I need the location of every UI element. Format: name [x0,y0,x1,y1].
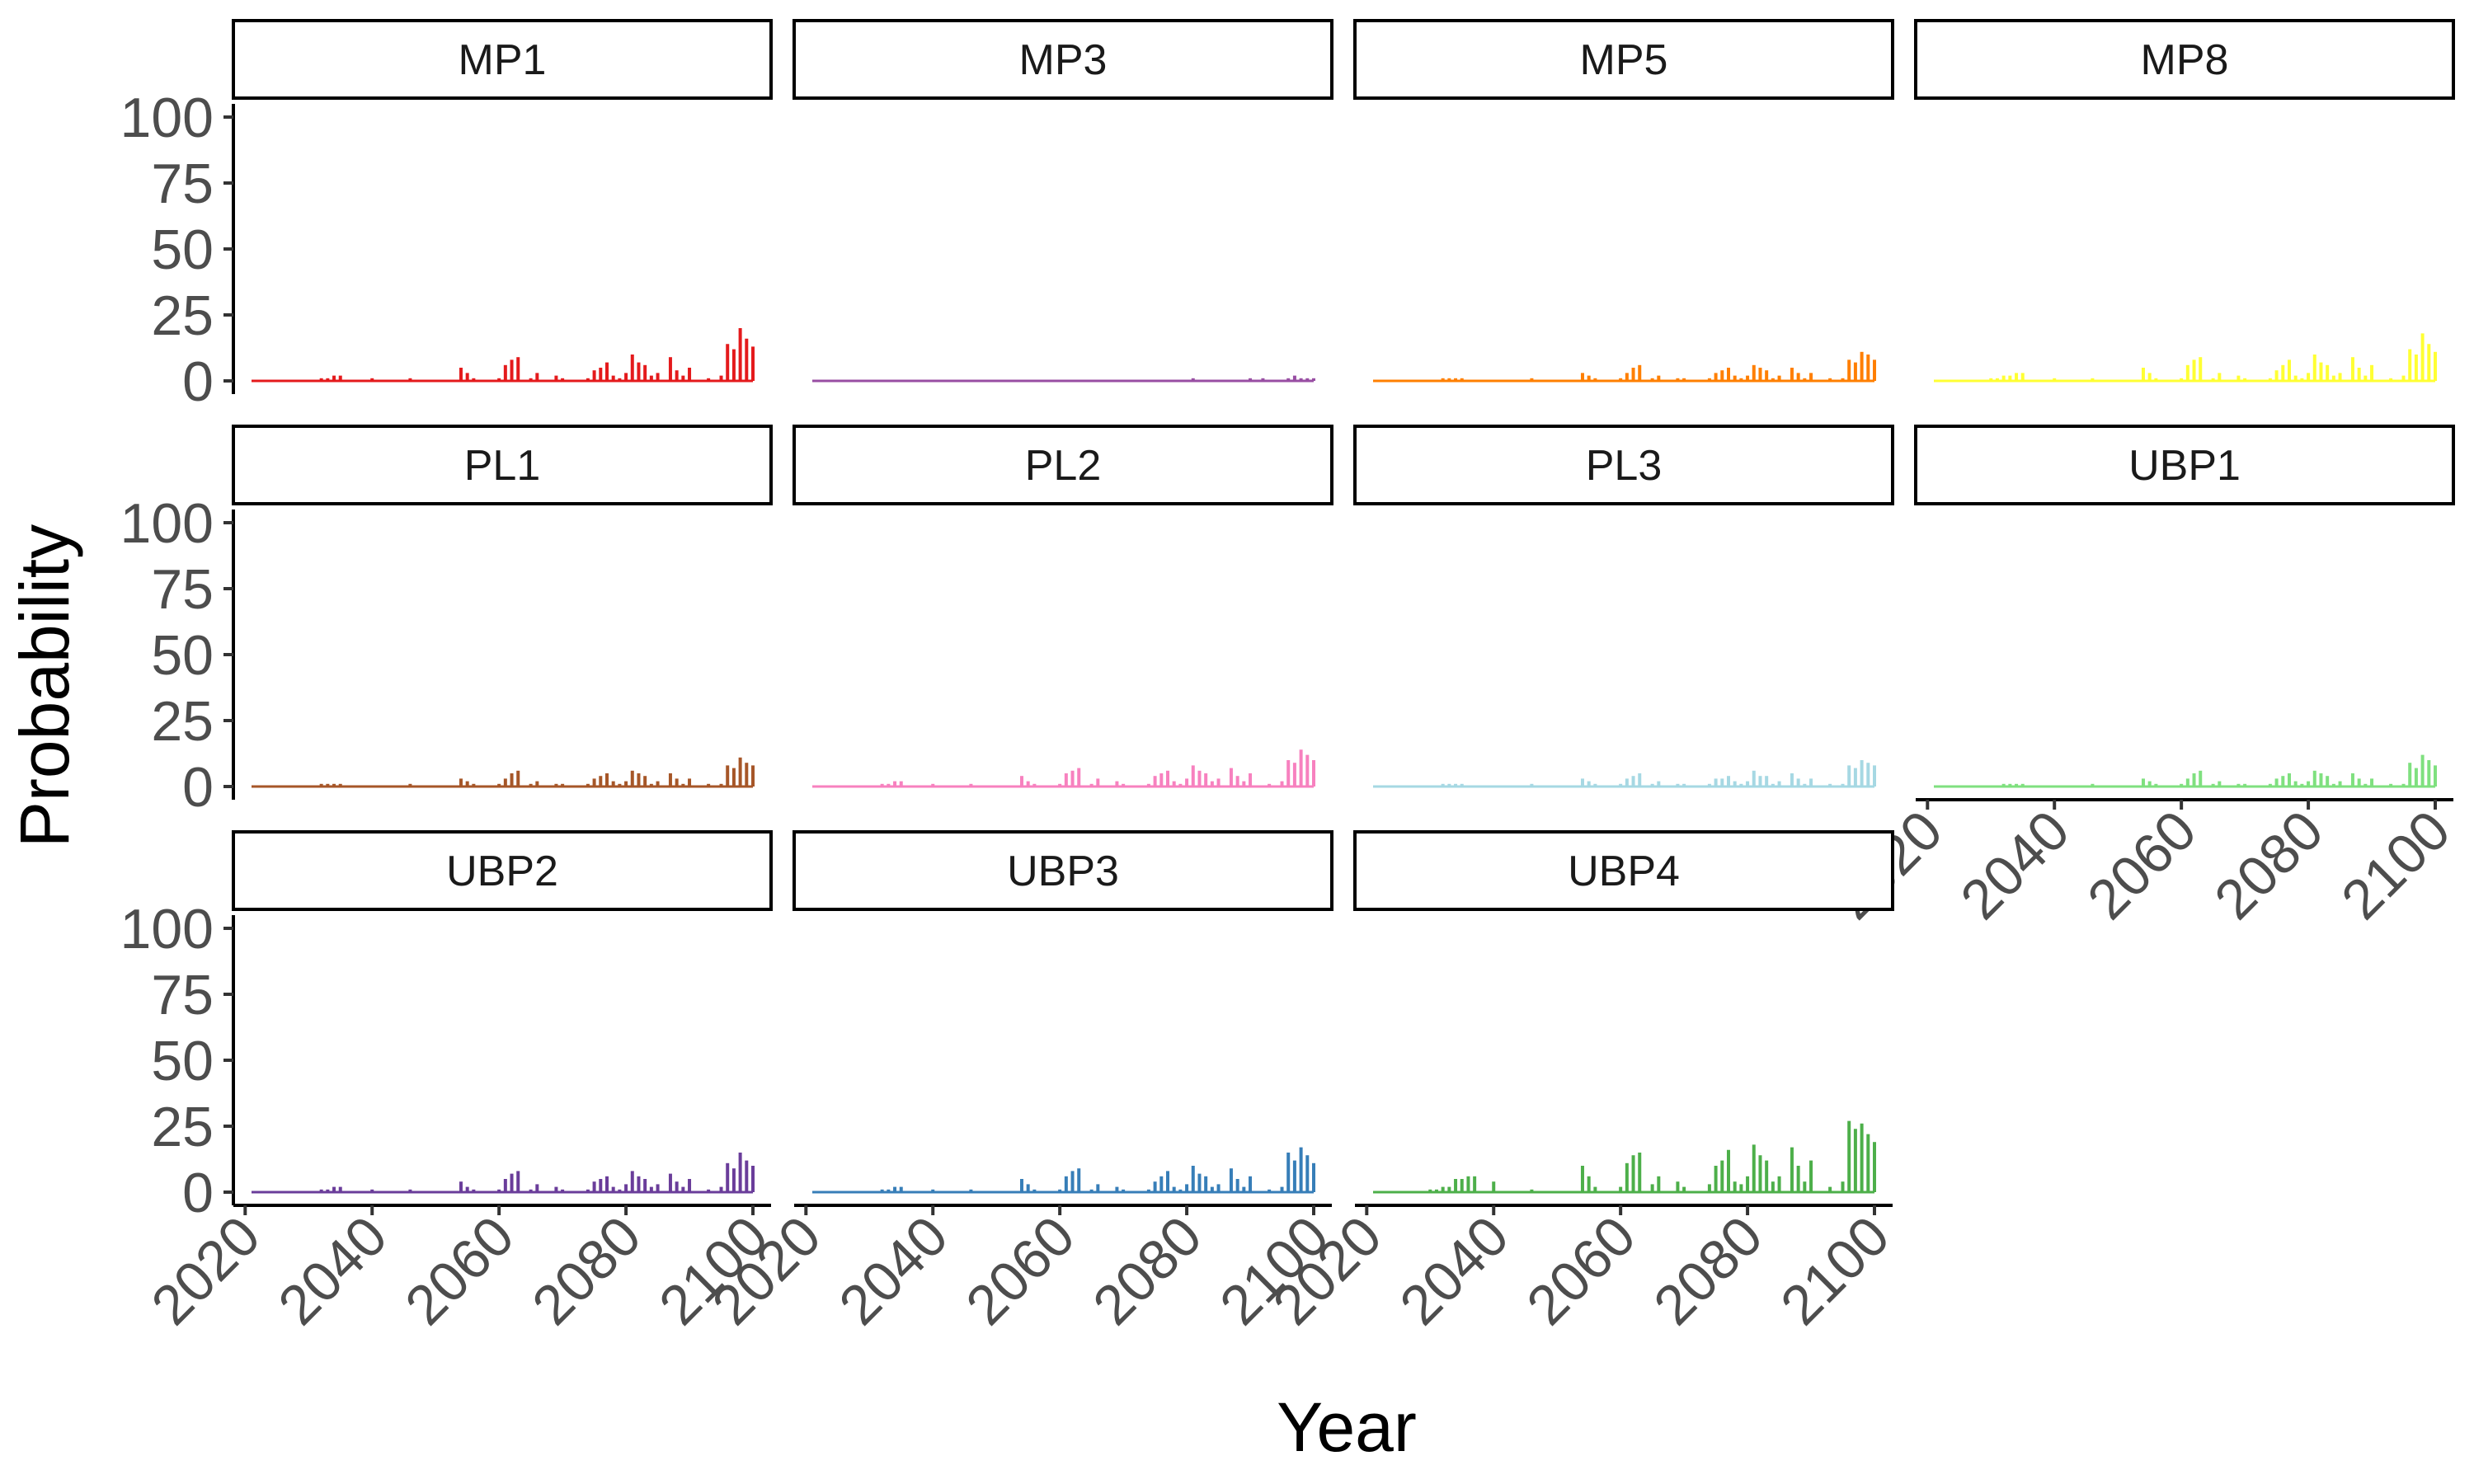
x-tick-label: 2040 [827,1205,960,1337]
y-tick-label: 75 [151,964,214,1026]
y-tick-label: 0 [182,1162,214,1224]
facet-strip [1914,425,2455,505]
x-tick-label: 2060 [393,1205,526,1337]
y-tick-label: 25 [151,1096,214,1158]
facet-strip [232,830,773,911]
y-tick-label: 25 [151,284,214,347]
panel-pl2: PL2 [793,425,1333,788]
y-tick-label: 50 [151,218,214,281]
y-tick-label: 50 [151,1030,214,1092]
y-tick-label: 75 [151,153,214,215]
x-tick-label: 2060 [1515,1205,1648,1337]
facet-strip [1353,19,1894,100]
panel-mp8: MP8 [1914,19,2455,383]
facet-label: MP5 [1580,36,1668,84]
panel-mp3: MP3 [793,19,1333,383]
facet-strip [793,425,1333,505]
y-tick-label: 100 [120,898,214,960]
facet-strip [232,19,773,100]
x-tick-label: 2100 [1769,1205,1902,1337]
facet-label: MP3 [1019,36,1108,84]
x-tick-label: 2100 [2330,799,2462,932]
facet-label: PL2 [1025,442,1102,490]
x-tick-label: 2080 [1081,1205,1214,1337]
facet-label: MP8 [2141,36,2229,84]
facet-label: UBP2 [446,848,558,895]
facet-label: UBP4 [1568,848,1680,895]
facet-strip [1914,19,2455,100]
y-tick-label: 0 [182,756,214,819]
panel-ubp1: UBP120202040206020802100 [1822,425,2462,932]
facet-strip [1353,830,1894,911]
x-tick-label: 2080 [520,1205,653,1337]
facet-strip [232,425,773,505]
facet-label: UBP3 [1007,848,1119,895]
x-tick-label: 2040 [266,1205,399,1337]
x-tick-label: 2040 [1388,1205,1521,1337]
facet-label: PL3 [1586,442,1663,490]
y-tick-label: 25 [151,690,214,753]
x-tick-label: 2060 [2076,799,2208,932]
y-tick-label: 100 [120,492,214,555]
x-tick-label: 2040 [1949,799,2081,932]
facet-strip [793,19,1333,100]
x-tick-label: 2080 [1642,1205,1775,1337]
facet-label: MP1 [459,36,547,84]
y-tick-label: 0 [182,350,214,413]
y-axis-title: Probability [6,524,83,848]
x-tick-label: 2080 [2203,799,2335,932]
facet-label: PL1 [464,442,541,490]
x-axis-title: Year [1277,1388,1417,1466]
y-tick-label: 100 [120,87,214,149]
panel-mp5: MP5 [1353,19,1894,383]
y-tick-label: 75 [151,558,214,621]
panel-pl3: PL3 [1353,425,1894,788]
facet-strip [793,830,1333,911]
facet-label: UBP1 [2128,442,2241,490]
facet-strip [1353,425,1894,505]
y-tick-label: 50 [151,624,214,687]
x-tick-label: 2060 [954,1205,1087,1337]
